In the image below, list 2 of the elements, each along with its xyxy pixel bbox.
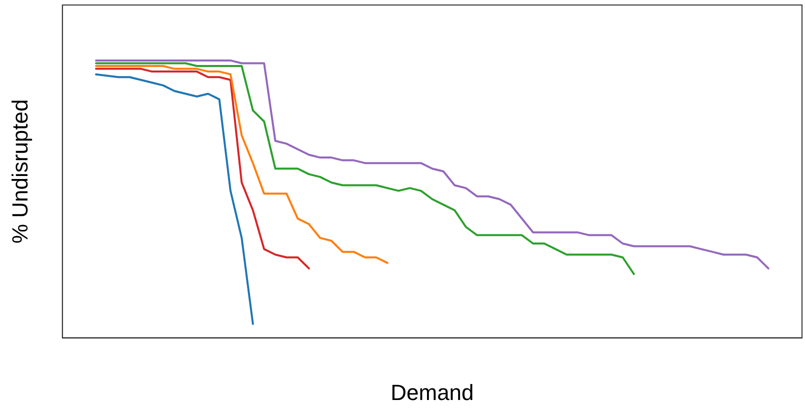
x-axis-title: Demand — [390, 380, 474, 405]
y-axis-title: % Undisrupted — [7, 99, 32, 244]
